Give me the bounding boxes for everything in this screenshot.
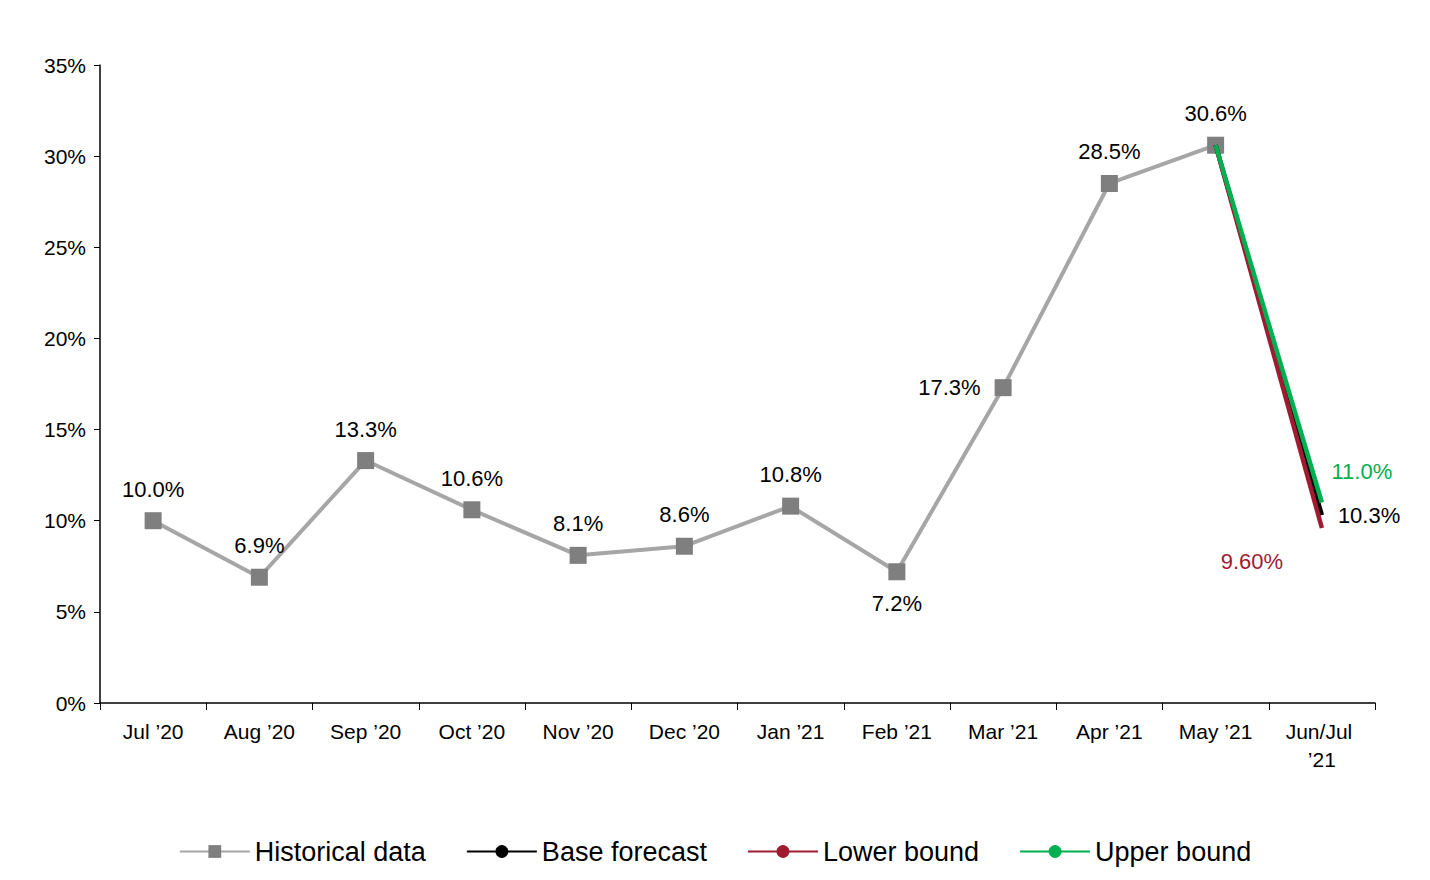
svg-text:13.3%: 13.3% bbox=[334, 417, 396, 442]
svg-text:Jul ’20: Jul ’20 bbox=[123, 720, 184, 743]
svg-text:Historical data: Historical data bbox=[255, 837, 427, 867]
svg-text:8.6%: 8.6% bbox=[659, 502, 709, 527]
svg-text:0%: 0% bbox=[56, 692, 86, 715]
svg-text:15%: 15% bbox=[44, 418, 86, 441]
svg-text:20%: 20% bbox=[44, 327, 86, 350]
svg-text:8.1%: 8.1% bbox=[553, 511, 603, 536]
svg-text:May ’21: May ’21 bbox=[1179, 720, 1253, 743]
svg-text:Sep ’20: Sep ’20 bbox=[330, 720, 401, 743]
svg-text:10.6%: 10.6% bbox=[441, 466, 503, 491]
svg-text:30%: 30% bbox=[44, 145, 86, 168]
svg-text:5%: 5% bbox=[56, 600, 86, 623]
svg-text:28.5%: 28.5% bbox=[1078, 139, 1140, 164]
svg-text:Mar ’21: Mar ’21 bbox=[968, 720, 1038, 743]
svg-text:’21: ’21 bbox=[1308, 748, 1336, 771]
svg-text:Upper bound: Upper bound bbox=[1095, 837, 1251, 867]
svg-text:Apr ’21: Apr ’21 bbox=[1076, 720, 1143, 743]
svg-text:30.6%: 30.6% bbox=[1184, 101, 1246, 126]
svg-text:25%: 25% bbox=[44, 236, 86, 259]
svg-text:Jun/Jul: Jun/Jul bbox=[1286, 720, 1358, 743]
svg-text:9.60%: 9.60% bbox=[1221, 549, 1283, 574]
svg-text:35%: 35% bbox=[44, 54, 86, 77]
svg-text:10.8%: 10.8% bbox=[759, 462, 821, 487]
svg-text:Jan ’21: Jan ’21 bbox=[757, 720, 825, 743]
svg-text:Dec ’20: Dec ’20 bbox=[649, 720, 720, 743]
svg-text:7.2%: 7.2% bbox=[872, 591, 922, 616]
svg-text:10.3%: 10.3% bbox=[1338, 503, 1400, 528]
svg-text:10.0%: 10.0% bbox=[122, 477, 184, 502]
svg-text:10%: 10% bbox=[44, 509, 86, 532]
svg-text:17.3%: 17.3% bbox=[918, 375, 980, 400]
svg-text:Nov ’20: Nov ’20 bbox=[543, 720, 614, 743]
svg-text:6.9%: 6.9% bbox=[234, 533, 284, 558]
svg-text:Oct ’20: Oct ’20 bbox=[439, 720, 506, 743]
svg-text:11.0%: 11.0% bbox=[1332, 459, 1393, 484]
svg-text:Lower bound: Lower bound bbox=[823, 837, 979, 867]
svg-text:Aug ’20: Aug ’20 bbox=[224, 720, 295, 743]
svg-text:Base forecast: Base forecast bbox=[542, 837, 708, 867]
svg-text:Feb ’21: Feb ’21 bbox=[862, 720, 932, 743]
